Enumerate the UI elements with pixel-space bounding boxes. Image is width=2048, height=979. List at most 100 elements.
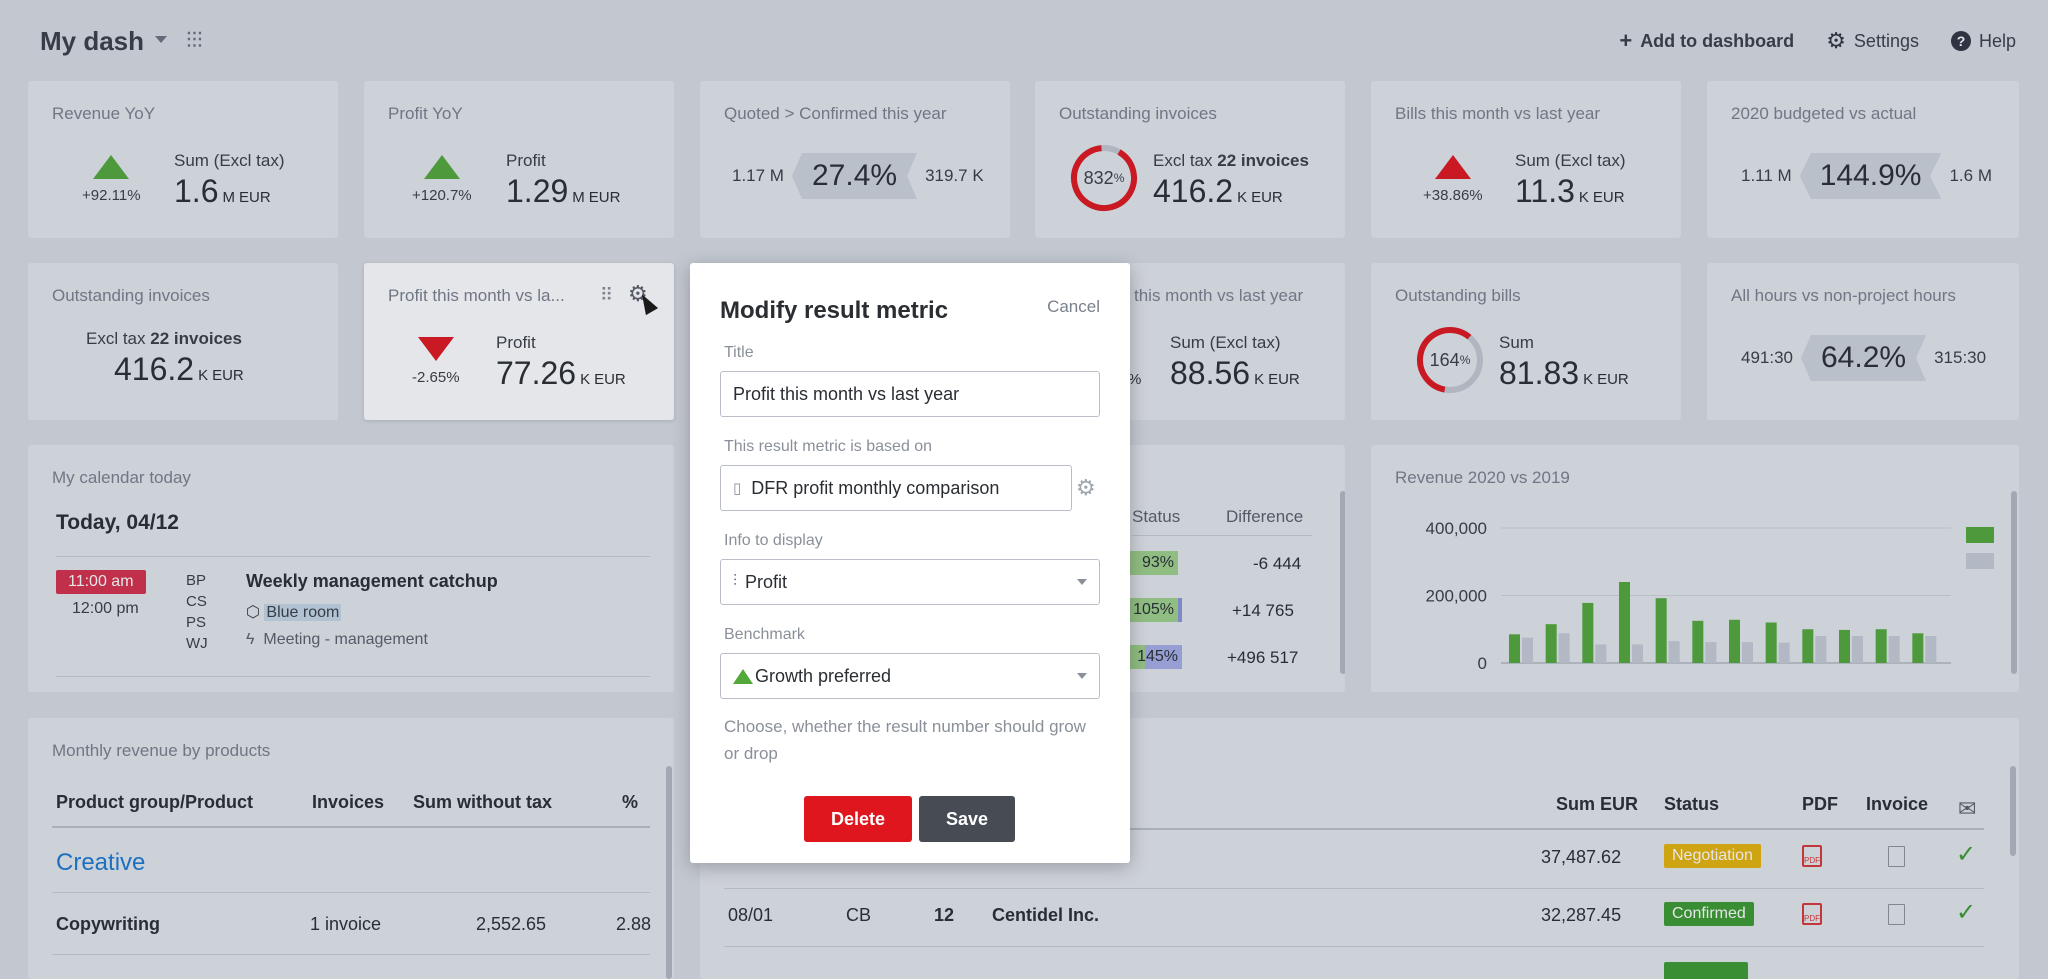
event-participants: BP CS PS WJ — [186, 572, 208, 652]
legend-swatch — [1966, 527, 1994, 543]
card-title: Revenue YoY — [52, 104, 156, 123]
divider — [52, 954, 650, 955]
card-outstanding-invoices[interactable]: Outstanding invoices 832% Excl tax 22 in… — [1035, 81, 1345, 238]
sum-value: 37,487.62 — [1541, 847, 1622, 867]
event-start-time: 11:00 am — [56, 570, 146, 594]
title-label: Title — [724, 344, 754, 361]
title-input[interactable] — [733, 383, 1099, 405]
pdf-icon[interactable]: PDF — [1802, 903, 1822, 925]
scrollbar[interactable] — [666, 766, 672, 979]
chart-bar[interactable] — [1729, 619, 1740, 663]
chart-bar[interactable] — [1815, 636, 1827, 663]
status-progress: 145% — [1130, 645, 1182, 669]
chart-bar[interactable] — [1655, 598, 1667, 663]
save-button[interactable]: Save — [919, 796, 1015, 842]
card-hours[interactable]: All hours vs non-project hours 491:30 64… — [1707, 263, 2019, 420]
pdf-icon[interactable]: PDF — [1802, 845, 1822, 867]
chart-bar[interactable] — [1852, 636, 1863, 663]
ratio-badge: 27.4% — [791, 153, 918, 199]
chart-bar[interactable] — [1839, 629, 1850, 663]
chart-bar[interactable] — [1632, 644, 1643, 663]
card-bills-month[interactable]: Bills this month vs last year +38.86% Su… — [1371, 81, 1681, 238]
scrollbar[interactable] — [2011, 491, 2017, 674]
chart-bar[interactable] — [1912, 633, 1924, 663]
chart-bar[interactable] — [1595, 644, 1607, 663]
chart-bar[interactable] — [1778, 642, 1790, 663]
event-title[interactable]: Weekly management catchup — [246, 571, 498, 591]
delete-button[interactable]: Delete — [804, 796, 912, 842]
chart-bar[interactable] — [1875, 629, 1887, 663]
metric-value: Excl tax 22 invoices 416.2 K EUR — [1153, 151, 1309, 209]
y-tick-label: 400,000 — [1426, 519, 1487, 538]
arrow-up-icon — [93, 155, 130, 179]
metric-value: Excl tax 22 invoices 416.2 K EUR — [86, 329, 244, 387]
progress-ring — [1071, 145, 1137, 211]
info-label: Info to display — [724, 532, 823, 549]
settings-button[interactable]: ⚙ Settings — [1826, 28, 1919, 53]
scrollbar[interactable] — [1340, 491, 1345, 674]
chart-bar[interactable] — [1582, 602, 1594, 663]
chart-bar[interactable] — [1558, 633, 1570, 663]
scrollbar[interactable] — [2010, 766, 2016, 856]
percent-change: +92.11 — [82, 187, 128, 204]
chevron-down-icon — [1077, 673, 1087, 679]
card-profit-yoy[interactable]: Profit YoY +120.7% Profit 1.29 M EUR — [364, 81, 674, 238]
chart-bar[interactable] — [1522, 637, 1533, 663]
check-icon[interactable]: ✓ — [1956, 841, 1977, 868]
document-icon[interactable] — [1888, 846, 1905, 867]
card-revenue-yoy[interactable]: Revenue YoY +92.11% Sum (Excl tax) 1.6 M E… — [28, 81, 338, 238]
sliders-icon[interactable]: ⫶⫶⫶ — [186, 28, 203, 53]
card-quoted-confirmed[interactable]: Quoted > Confirmed this year 1.17 M 27.4… — [700, 81, 1010, 238]
gear-icon[interactable]: ⚙ — [628, 281, 648, 306]
chart-bar[interactable] — [1925, 636, 1937, 663]
ring-label: 164% — [1429, 349, 1471, 370]
sliders-icon: ⫶ — [733, 573, 738, 590]
metric-value: Profit 77.26 K EUR — [496, 333, 626, 391]
divider — [724, 828, 1984, 830]
card-calendar[interactable]: My calendar today Today, 04/12 11:00 am … — [28, 445, 674, 692]
dashboard-dropdown-icon[interactable] — [155, 36, 167, 43]
chart-bar[interactable] — [1692, 620, 1704, 663]
difference-value: +496 517 — [1227, 648, 1299, 667]
column-header: Product group/Product — [56, 792, 253, 812]
column-header: Invoice — [1866, 794, 1929, 814]
envelope-icon[interactable]: ✉ — [1958, 796, 1977, 821]
help-button[interactable]: ? Help — [1950, 31, 2016, 52]
benchmark-select[interactable]: Growth preferred — [720, 653, 1100, 699]
chart-bar[interactable] — [1705, 642, 1717, 663]
check-icon[interactable]: ✓ — [1956, 899, 1977, 926]
cancel-button[interactable]: Cancel — [1047, 297, 1100, 316]
column-header: Sum EUR — [1556, 794, 1639, 814]
card-outstanding-invoices-2[interactable]: Outstanding invoices Excl tax 22 invoice… — [28, 263, 338, 420]
drag-handle-icon[interactable]: ⠿ — [600, 285, 614, 305]
chart-bar[interactable] — [1765, 622, 1777, 664]
gear-icon[interactable]: ⚙ — [1076, 475, 1096, 500]
info-select[interactable]: ⫶ Profit — [720, 559, 1100, 605]
chart-bar[interactable] — [1742, 642, 1753, 663]
customer-name[interactable]: Centidel Inc. — [992, 905, 1100, 925]
ratio-row: 1.11 M 144.9% 1.6 M — [1741, 153, 1992, 199]
card-budget-actual[interactable]: 2020 budgeted vs actual 1.11 M 144.9% 1.… — [1707, 81, 2019, 238]
card-title: My calendar today — [52, 468, 191, 487]
chart-bar[interactable] — [1619, 582, 1630, 663]
card-products[interactable]: Monthly revenue by products Product grou… — [28, 718, 674, 979]
ring-label: 832% — [1083, 167, 1125, 188]
product-group-link[interactable]: Creative — [56, 849, 146, 876]
divider — [52, 826, 650, 828]
document-icon[interactable] — [1888, 904, 1905, 925]
chart-bar[interactable] — [1509, 634, 1520, 663]
chart-bar[interactable] — [1668, 641, 1680, 663]
card-outstanding-bills[interactable]: Outstanding bills 164% Sum 81.83 K EUR — [1371, 263, 1681, 420]
card-revenue-chart[interactable]: Revenue 2020 vs 2019 400,000 200,000 0 — [1371, 445, 2019, 692]
based-on-field[interactable]: ▯ DFR profit monthly comparison — [720, 465, 1072, 511]
chart-bar[interactable] — [1545, 624, 1557, 663]
add-to-dashboard-button[interactable]: + Add to dashboard — [1619, 28, 1795, 53]
title-field[interactable] — [720, 371, 1100, 417]
bolt-icon: ϟ — [246, 631, 255, 648]
chart-bar[interactable] — [1888, 636, 1900, 663]
dashboard-title[interactable]: My dash — [40, 26, 145, 56]
card-title: 2020 budgeted vs actual — [1731, 104, 1917, 123]
metric-value: Sum (Excl tax) 11.3 K EUR — [1515, 151, 1626, 209]
chart-bar[interactable] — [1802, 629, 1814, 663]
card-profit-month[interactable]: Profit this month vs la... ⠿ ⚙ -2.65% Pr… — [364, 263, 674, 420]
